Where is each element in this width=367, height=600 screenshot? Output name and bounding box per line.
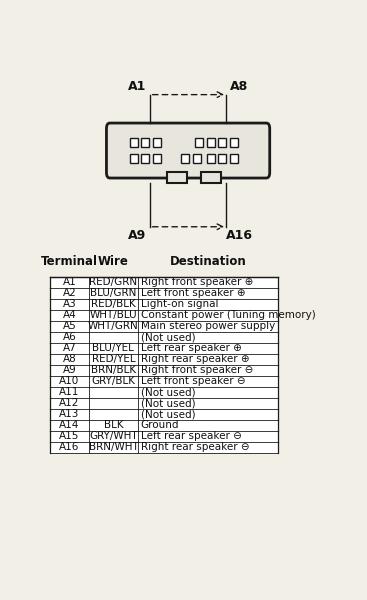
- Text: Ground: Ground: [141, 420, 179, 430]
- Text: Destination: Destination: [170, 254, 246, 268]
- Text: Wire: Wire: [98, 254, 129, 268]
- Bar: [50, 398, 278, 409]
- Bar: [50, 343, 278, 353]
- Text: A7: A7: [62, 343, 76, 353]
- Bar: [50, 299, 278, 310]
- Text: (Not used): (Not used): [141, 332, 195, 342]
- Text: GRY/WHT: GRY/WHT: [89, 431, 138, 441]
- Bar: [207, 154, 215, 163]
- Text: (Not used): (Not used): [141, 409, 195, 419]
- Bar: [196, 139, 203, 147]
- Text: A9: A9: [128, 229, 146, 242]
- Text: A2: A2: [62, 288, 76, 298]
- Bar: [193, 154, 201, 163]
- Bar: [141, 139, 149, 147]
- Text: A3: A3: [62, 299, 76, 309]
- Bar: [50, 353, 278, 365]
- Bar: [50, 287, 278, 299]
- Text: BRN/BLK: BRN/BLK: [91, 365, 136, 375]
- Text: WHT/GRN: WHT/GRN: [88, 321, 139, 331]
- Text: Left front speaker ⊖: Left front speaker ⊖: [141, 376, 245, 386]
- Bar: [141, 154, 149, 163]
- Bar: [218, 139, 226, 147]
- Text: RED/YEL: RED/YEL: [92, 354, 135, 364]
- Text: A9: A9: [62, 365, 76, 375]
- Text: Left rear speaker ⊕: Left rear speaker ⊕: [141, 343, 241, 353]
- Text: A11: A11: [59, 387, 80, 397]
- Text: Right rear speaker ⊕: Right rear speaker ⊕: [141, 354, 249, 364]
- Bar: [201, 172, 221, 182]
- Text: A4: A4: [62, 310, 76, 320]
- Bar: [50, 431, 278, 442]
- Bar: [207, 139, 215, 147]
- Bar: [50, 376, 278, 386]
- Text: RED/GRN: RED/GRN: [89, 277, 138, 287]
- Text: A12: A12: [59, 398, 80, 408]
- Bar: [50, 310, 278, 320]
- Bar: [50, 332, 278, 343]
- Text: A14: A14: [59, 420, 80, 430]
- Text: BLU/GRN: BLU/GRN: [90, 288, 137, 298]
- Text: Right front speaker ⊕: Right front speaker ⊕: [141, 277, 253, 287]
- Text: Constant power (Tuning memory): Constant power (Tuning memory): [141, 310, 315, 320]
- Text: A16: A16: [59, 442, 80, 452]
- Text: A5: A5: [62, 321, 76, 331]
- Bar: [50, 320, 278, 332]
- Bar: [50, 419, 278, 431]
- Bar: [50, 365, 278, 376]
- Bar: [218, 154, 226, 163]
- Text: A1: A1: [62, 277, 76, 287]
- Text: A15: A15: [59, 431, 80, 441]
- Text: A8: A8: [62, 354, 76, 364]
- Text: WHT/BLU: WHT/BLU: [90, 310, 137, 320]
- Bar: [130, 154, 138, 163]
- Text: Left rear speaker ⊖: Left rear speaker ⊖: [141, 431, 241, 441]
- Text: Terminal: Terminal: [41, 254, 98, 268]
- Text: A10: A10: [59, 376, 80, 386]
- Text: BRN/WHT: BRN/WHT: [88, 442, 138, 452]
- Bar: [50, 277, 278, 287]
- Bar: [50, 442, 278, 452]
- Bar: [181, 154, 189, 163]
- Text: Right front speaker ⊖: Right front speaker ⊖: [141, 365, 253, 375]
- Text: A16: A16: [226, 229, 253, 242]
- Bar: [130, 139, 138, 147]
- Text: A13: A13: [59, 409, 80, 419]
- Text: BLU/YEL: BLU/YEL: [92, 343, 134, 353]
- Text: A6: A6: [62, 332, 76, 342]
- Text: RED/BLK: RED/BLK: [91, 299, 136, 309]
- Text: Left front speaker ⊕: Left front speaker ⊕: [141, 288, 245, 298]
- Text: Light-on signal: Light-on signal: [141, 299, 218, 309]
- Text: (Not used): (Not used): [141, 398, 195, 408]
- Text: BLK: BLK: [103, 420, 123, 430]
- FancyBboxPatch shape: [106, 123, 270, 178]
- Text: A1: A1: [128, 80, 146, 93]
- Bar: [153, 154, 161, 163]
- Text: Right rear speaker ⊖: Right rear speaker ⊖: [141, 442, 249, 452]
- Bar: [50, 386, 278, 398]
- Bar: [230, 154, 237, 163]
- Text: A8: A8: [230, 80, 248, 93]
- Bar: [50, 409, 278, 419]
- Text: Main stereo power supply: Main stereo power supply: [141, 321, 275, 331]
- Bar: [167, 172, 187, 182]
- Bar: [153, 139, 161, 147]
- Text: (Not used): (Not used): [141, 387, 195, 397]
- Text: GRY/BLK: GRY/BLK: [91, 376, 135, 386]
- Bar: [230, 139, 237, 147]
